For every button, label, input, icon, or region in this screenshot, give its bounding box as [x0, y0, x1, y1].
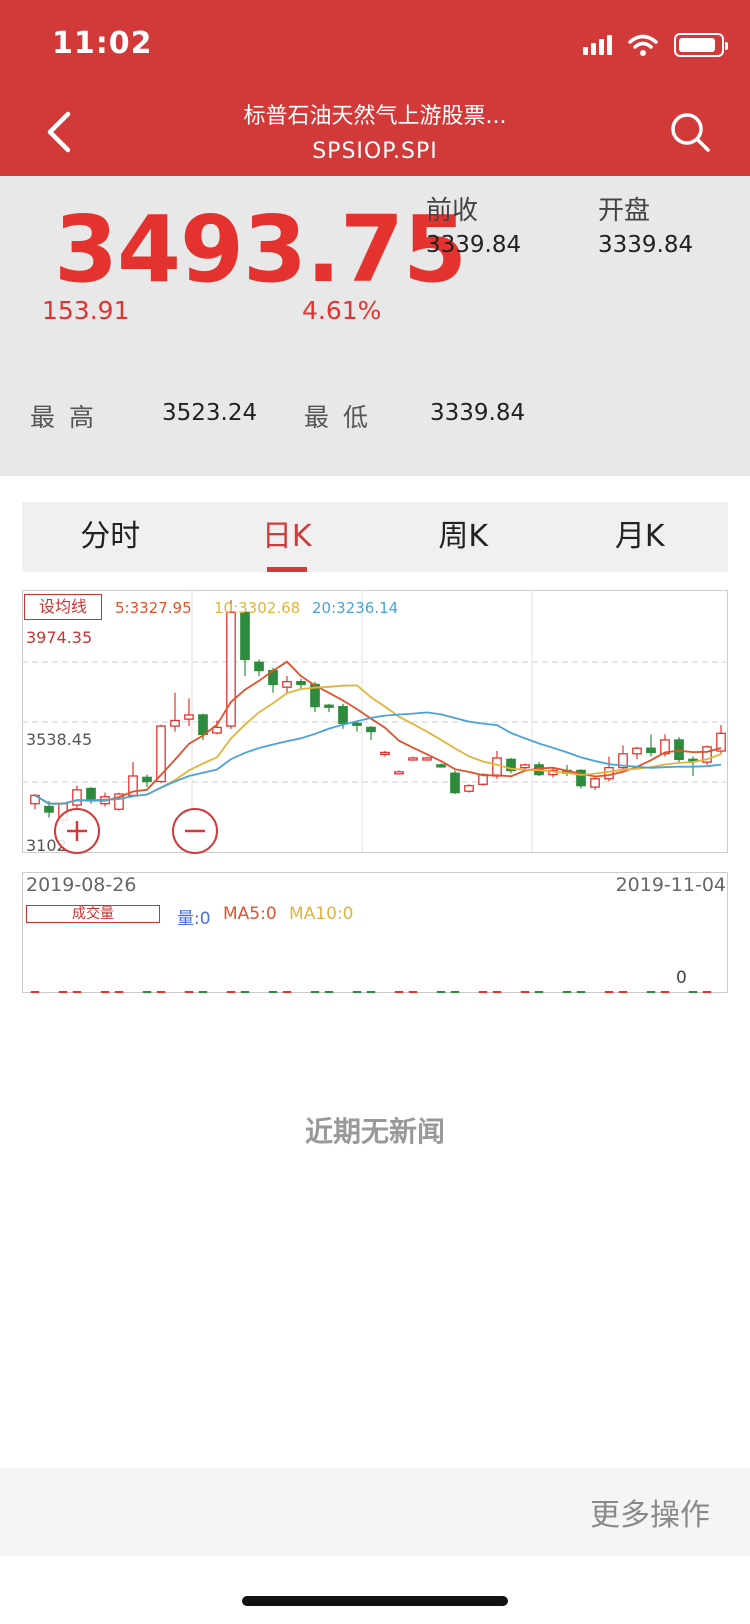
candle-down — [352, 722, 362, 726]
candle-up — [156, 725, 166, 783]
more-actions-button[interactable]: 更多操作 — [590, 1498, 710, 1533]
candle-up — [520, 764, 530, 769]
high-value: 3523.24 — [162, 400, 258, 426]
candle-down — [506, 758, 516, 772]
candle-down — [450, 772, 460, 794]
candle-up — [380, 751, 390, 756]
page-subtitle: SPSIOP.SPI — [312, 139, 438, 164]
candle-up — [114, 793, 124, 810]
status-time: 11:02 — [52, 26, 153, 61]
x-axis-end-date: 2019-11-04 — [615, 874, 726, 896]
candle-down — [366, 726, 376, 733]
ma10-line — [34, 684, 722, 805]
open-value: 3339.84 — [598, 232, 694, 258]
home-indicator — [242, 1596, 508, 1606]
ma10-label: 10:3302.68 — [214, 599, 301, 617]
prev-close-label: 前收 — [426, 196, 479, 226]
quote-panel: 3493.75 153.91 4.61% 前收 3339.84 开盘 3339.… — [0, 176, 750, 476]
volume-ma10-label: MA10:0 — [289, 904, 354, 924]
candle-up — [716, 732, 726, 752]
candle-down — [86, 787, 96, 802]
candle-up — [72, 789, 82, 806]
candle-down — [576, 769, 586, 787]
candle-up — [184, 714, 194, 720]
candle-down — [324, 704, 334, 708]
price-change-percent: 4.61% — [302, 296, 382, 325]
y-axis-max: 3974.35 — [26, 628, 93, 647]
ma20-line — [34, 711, 722, 805]
status-icons — [583, 30, 728, 60]
candle-up — [660, 739, 670, 755]
wifi-icon — [628, 34, 658, 56]
volume-button[interactable]: 成交量 — [26, 905, 160, 923]
back-icon[interactable] — [40, 104, 80, 160]
candle-up — [282, 681, 292, 688]
header: 11:02 标普石油天然气上游股票... SPSIOP.SPI — [0, 0, 750, 176]
high-label: 最高 — [30, 403, 109, 432]
candle-up — [30, 794, 40, 805]
set-ma-button[interactable]: 设均线 — [24, 594, 102, 620]
candle-up — [422, 757, 432, 761]
ma5-line — [34, 660, 722, 805]
candle-up — [492, 757, 502, 777]
tab-monthly-k[interactable]: 月K — [614, 519, 665, 554]
candle-down — [674, 739, 684, 760]
candle-up — [632, 747, 642, 755]
candle-down — [296, 681, 306, 686]
candle-down — [436, 764, 446, 768]
candle-down — [646, 747, 656, 754]
candle-down — [142, 776, 152, 783]
candle-up — [212, 726, 222, 734]
candle-down — [254, 661, 264, 672]
candle-up — [226, 611, 236, 727]
k-line-chart[interactable] — [22, 590, 728, 1030]
volume-axis-zero: 0 — [676, 968, 687, 988]
zoom-out-button[interactable] — [172, 808, 218, 854]
volume-label: 量:0 — [177, 909, 211, 929]
zoom-in-button[interactable] — [54, 808, 100, 854]
volume-ma5-label: MA5:0 — [223, 904, 277, 924]
tab-weekly-k[interactable]: 周K — [438, 519, 489, 554]
candle-down — [338, 705, 348, 724]
price-change: 153.91 — [42, 296, 130, 325]
x-axis-start-date: 2019-08-26 — [26, 874, 137, 896]
tab-intraday[interactable]: 分时 — [80, 519, 141, 554]
battery-icon — [674, 33, 728, 57]
current-price: 3493.75 — [54, 196, 467, 303]
candle-down — [198, 714, 208, 736]
candle-up — [408, 757, 418, 761]
low-value: 3339.84 — [430, 400, 526, 426]
ma5-label: 5:3327.95 — [115, 599, 192, 617]
open-label: 开盘 — [598, 196, 651, 226]
candle-up — [170, 719, 180, 727]
candle-up — [590, 778, 600, 788]
tab-daily-k[interactable]: 日K — [199, 502, 376, 572]
chart-period-tabs: 分时 日K 周K 月K — [22, 502, 728, 572]
no-news-message: 近期无新闻 — [304, 1115, 445, 1148]
candle-up — [618, 753, 628, 769]
footer-bar: 更多操作 — [0, 1468, 750, 1556]
cellular-signal-icon — [583, 35, 612, 55]
candle-up — [702, 746, 712, 763]
ma20-label: 20:3236.14 — [312, 599, 399, 617]
candle-up — [464, 785, 474, 792]
search-icon[interactable] — [668, 110, 712, 154]
low-label: 最低 — [304, 403, 383, 432]
candle-down — [240, 611, 250, 661]
y-axis-mid: 3538.45 — [26, 730, 93, 749]
candle-up — [604, 767, 614, 780]
candle-up — [394, 771, 404, 775]
candle-down — [44, 805, 54, 813]
plus-icon — [67, 821, 87, 841]
page-title: 标普石油天然气上游股票... — [243, 104, 507, 129]
minus-icon — [185, 829, 205, 833]
prev-close-value: 3339.84 — [426, 232, 522, 258]
